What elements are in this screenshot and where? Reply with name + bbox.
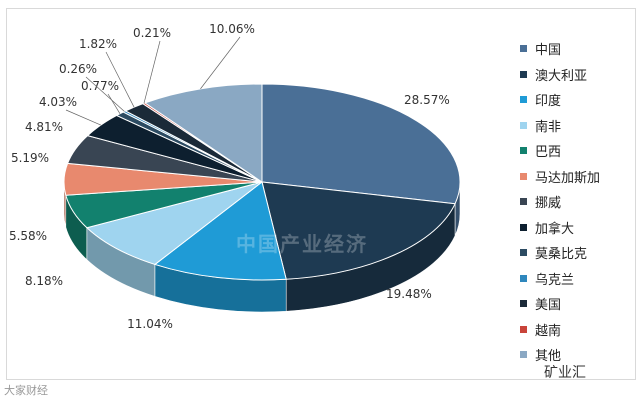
pie-slice-南非: [85, 181, 263, 266]
leader-line: [200, 36, 241, 90]
legend-label: 巴西: [535, 145, 562, 161]
data-label: 5.58%: [9, 229, 47, 243]
legend-label: 印度: [535, 94, 562, 110]
legend-item: 越南: [520, 317, 630, 343]
bottom-right-watermark: 矿业汇: [544, 365, 586, 381]
leader-line: [65, 109, 101, 126]
legend-label: 南非: [535, 119, 562, 135]
legend-item: 美国: [520, 291, 630, 317]
legend-label: 其他: [535, 349, 562, 365]
legend-item: 加拿大: [520, 215, 630, 241]
legend-item: 其他: [520, 342, 630, 368]
data-label: 1.82%: [79, 37, 117, 51]
data-label: 10.06%: [209, 22, 255, 36]
legend-item: 乌克兰: [520, 266, 630, 292]
data-label: 11.04%: [127, 317, 173, 331]
legend-swatch: [520, 45, 527, 53]
pie-slice-其他: [143, 83, 263, 183]
pie-slice-印度: [153, 181, 287, 281]
legend-item: 马达加斯加: [520, 164, 630, 190]
legend-label: 莫桑比克: [535, 247, 588, 263]
center-watermark: 中国产业经济: [236, 232, 368, 256]
leader-line: [143, 40, 161, 104]
legend-label: 加拿大: [535, 221, 575, 237]
legend-item: 巴西: [520, 138, 630, 164]
legend-label: 越南: [535, 323, 562, 339]
legend-label: 马达加斯加: [535, 170, 601, 186]
data-label: 8.18%: [25, 274, 63, 288]
legend-item: 莫桑比克: [520, 240, 630, 266]
legend-swatch: [520, 223, 527, 231]
data-label: 0.26%: [59, 62, 97, 76]
legend-swatch: [520, 96, 527, 104]
legend-item: 中国: [520, 36, 630, 62]
pie-slice-澳大利亚: [261, 181, 456, 280]
legend-swatch: [520, 300, 527, 308]
bottom-left-watermark: 大家财经: [4, 384, 48, 397]
leader-line: [105, 51, 135, 108]
legend-label: 美国: [535, 298, 562, 314]
legend-label: 中国: [535, 43, 562, 59]
legend-label: 挪威: [535, 196, 562, 212]
data-label: 5.19%: [11, 151, 49, 165]
data-label: 4.03%: [39, 95, 77, 109]
legend: 中国澳大利亚印度南非巴西马达加斯加挪威加拿大莫桑比克乌克兰美国越南其他: [520, 36, 630, 368]
legend-item: 澳大利亚: [520, 62, 630, 88]
data-label: 0.77%: [81, 79, 119, 93]
legend-swatch: [520, 121, 527, 129]
legend-swatch: [520, 351, 527, 359]
legend-swatch: [520, 147, 527, 155]
legend-swatch: [520, 274, 527, 282]
pie-data-labels: 28.57% 19.48% 11.04% 8.18% 5.58% 5.19% 4.81% 4.…: [9, 22, 450, 331]
legend-item: 南非: [520, 113, 630, 139]
leader-line: [107, 93, 121, 114]
legend-swatch: [520, 249, 527, 257]
legend-label: 乌克兰: [535, 272, 575, 288]
legend-swatch: [520, 198, 527, 206]
data-label: 4.81%: [25, 120, 63, 134]
pie-slices: [63, 83, 461, 281]
legend-swatch: [520, 70, 527, 78]
data-label: 28.57%: [404, 93, 450, 107]
data-label: 0.21%: [133, 26, 171, 40]
data-label: 19.48%: [386, 287, 432, 301]
legend-item: 印度: [520, 87, 630, 113]
leader-line: [85, 76, 125, 112]
legend-swatch: [520, 172, 527, 180]
legend-label: 澳大利亚: [535, 68, 588, 84]
legend-item: 挪威: [520, 189, 630, 215]
pie-slice-中国: [261, 83, 461, 205]
legend-swatch: [520, 325, 527, 333]
